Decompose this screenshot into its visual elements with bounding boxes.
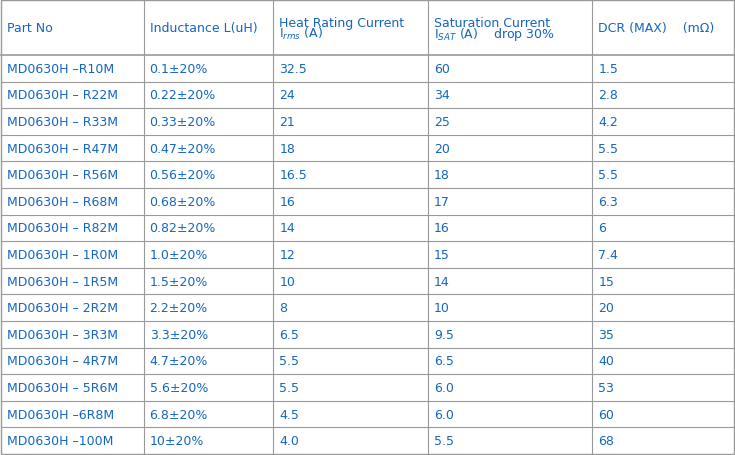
Text: 0.22±20%: 0.22±20% — [150, 89, 216, 102]
Text: Saturation Current: Saturation Current — [434, 16, 550, 30]
Text: 25: 25 — [434, 116, 450, 129]
Text: MD0630H – R22M: MD0630H – R22M — [7, 89, 118, 102]
Text: 60: 60 — [434, 63, 450, 76]
Text: 14: 14 — [279, 222, 295, 235]
Text: 0.47±20%: 0.47±20% — [150, 142, 216, 155]
Text: 4.2: 4.2 — [598, 116, 618, 129]
Text: 6.0: 6.0 — [434, 408, 453, 421]
Text: 6.0: 6.0 — [434, 381, 453, 394]
Text: 4.0: 4.0 — [279, 434, 299, 447]
Text: 4.7±20%: 4.7±20% — [150, 354, 208, 368]
Text: MD0630H – R56M: MD0630H – R56M — [7, 169, 118, 182]
Text: MD0630H – 2R2M: MD0630H – 2R2M — [7, 302, 118, 314]
Text: 16: 16 — [434, 222, 450, 235]
Text: 7.4: 7.4 — [598, 248, 618, 262]
Text: 1.5: 1.5 — [598, 63, 618, 76]
Text: 5.5: 5.5 — [598, 142, 618, 155]
Text: 5.5: 5.5 — [279, 381, 299, 394]
Text: 0.56±20%: 0.56±20% — [150, 169, 216, 182]
Text: MD0630H – 4R7M: MD0630H – 4R7M — [7, 354, 118, 368]
Text: 5.5: 5.5 — [279, 354, 299, 368]
Text: MD0630H –R10M: MD0630H –R10M — [7, 63, 114, 76]
Text: 21: 21 — [279, 116, 295, 129]
Text: 34: 34 — [434, 89, 450, 102]
Text: 6: 6 — [598, 222, 606, 235]
Text: MD0630H – 5R6M: MD0630H – 5R6M — [7, 381, 118, 394]
Text: 10: 10 — [279, 275, 295, 288]
Text: 3.3±20%: 3.3±20% — [150, 328, 208, 341]
Text: 6.8±20%: 6.8±20% — [150, 408, 208, 421]
Text: 53: 53 — [598, 381, 614, 394]
Text: 16: 16 — [279, 195, 295, 208]
Text: Heat Rating Current: Heat Rating Current — [279, 16, 404, 30]
Text: 1.5±20%: 1.5±20% — [150, 275, 208, 288]
Text: 15: 15 — [598, 275, 614, 288]
Text: 5.5: 5.5 — [434, 434, 453, 447]
Text: 17: 17 — [434, 195, 450, 208]
Text: 5.5: 5.5 — [598, 169, 618, 182]
Text: 2.8: 2.8 — [598, 89, 618, 102]
Text: 4.5: 4.5 — [279, 408, 299, 421]
Text: MD0630H – R82M: MD0630H – R82M — [7, 222, 118, 235]
Text: MD0630H – R68M: MD0630H – R68M — [7, 195, 118, 208]
Text: 20: 20 — [598, 302, 614, 314]
Text: 15: 15 — [434, 248, 450, 262]
Text: 1.0±20%: 1.0±20% — [150, 248, 208, 262]
Text: 20: 20 — [434, 142, 450, 155]
Text: 9.5: 9.5 — [434, 328, 453, 341]
Text: 68: 68 — [598, 434, 614, 447]
Text: 60: 60 — [598, 408, 614, 421]
Text: 16.5: 16.5 — [279, 169, 307, 182]
Text: DCR (MAX)    (mΩ): DCR (MAX) (mΩ) — [598, 22, 714, 35]
Text: 6.5: 6.5 — [279, 328, 299, 341]
Text: 6.5: 6.5 — [434, 354, 453, 368]
Text: I$_{rms}$ (A): I$_{rms}$ (A) — [279, 26, 323, 42]
Text: 0.82±20%: 0.82±20% — [150, 222, 216, 235]
Text: 40: 40 — [598, 354, 614, 368]
Text: MD0630H –6R8M: MD0630H –6R8M — [7, 408, 114, 421]
Text: 35: 35 — [598, 328, 614, 341]
Text: 8: 8 — [279, 302, 287, 314]
Text: 0.33±20%: 0.33±20% — [150, 116, 216, 129]
Text: 32.5: 32.5 — [279, 63, 307, 76]
Text: MD0630H – 1R5M: MD0630H – 1R5M — [7, 275, 118, 288]
Text: 24: 24 — [279, 89, 295, 102]
Text: Inductance L(uH): Inductance L(uH) — [150, 22, 257, 35]
Text: MD0630H – 1R0M: MD0630H – 1R0M — [7, 248, 118, 262]
Text: MD0630H – R47M: MD0630H – R47M — [7, 142, 118, 155]
Text: 10±20%: 10±20% — [150, 434, 204, 447]
Text: MD0630H –100M: MD0630H –100M — [7, 434, 113, 447]
Text: 12: 12 — [279, 248, 295, 262]
Text: MD0630H – R33M: MD0630H – R33M — [7, 116, 118, 129]
Text: 10: 10 — [434, 302, 450, 314]
Text: 0.1±20%: 0.1±20% — [150, 63, 208, 76]
Text: I$_{SAT}$ (A)    drop 30%: I$_{SAT}$ (A) drop 30% — [434, 25, 555, 42]
Text: 5.6±20%: 5.6±20% — [150, 381, 208, 394]
Text: 0.68±20%: 0.68±20% — [150, 195, 216, 208]
Text: Part No: Part No — [7, 22, 53, 35]
Text: 6.3: 6.3 — [598, 195, 618, 208]
Text: MD0630H – 3R3M: MD0630H – 3R3M — [7, 328, 118, 341]
Text: 18: 18 — [434, 169, 450, 182]
Text: 14: 14 — [434, 275, 450, 288]
Text: 2.2±20%: 2.2±20% — [150, 302, 208, 314]
Text: 18: 18 — [279, 142, 295, 155]
